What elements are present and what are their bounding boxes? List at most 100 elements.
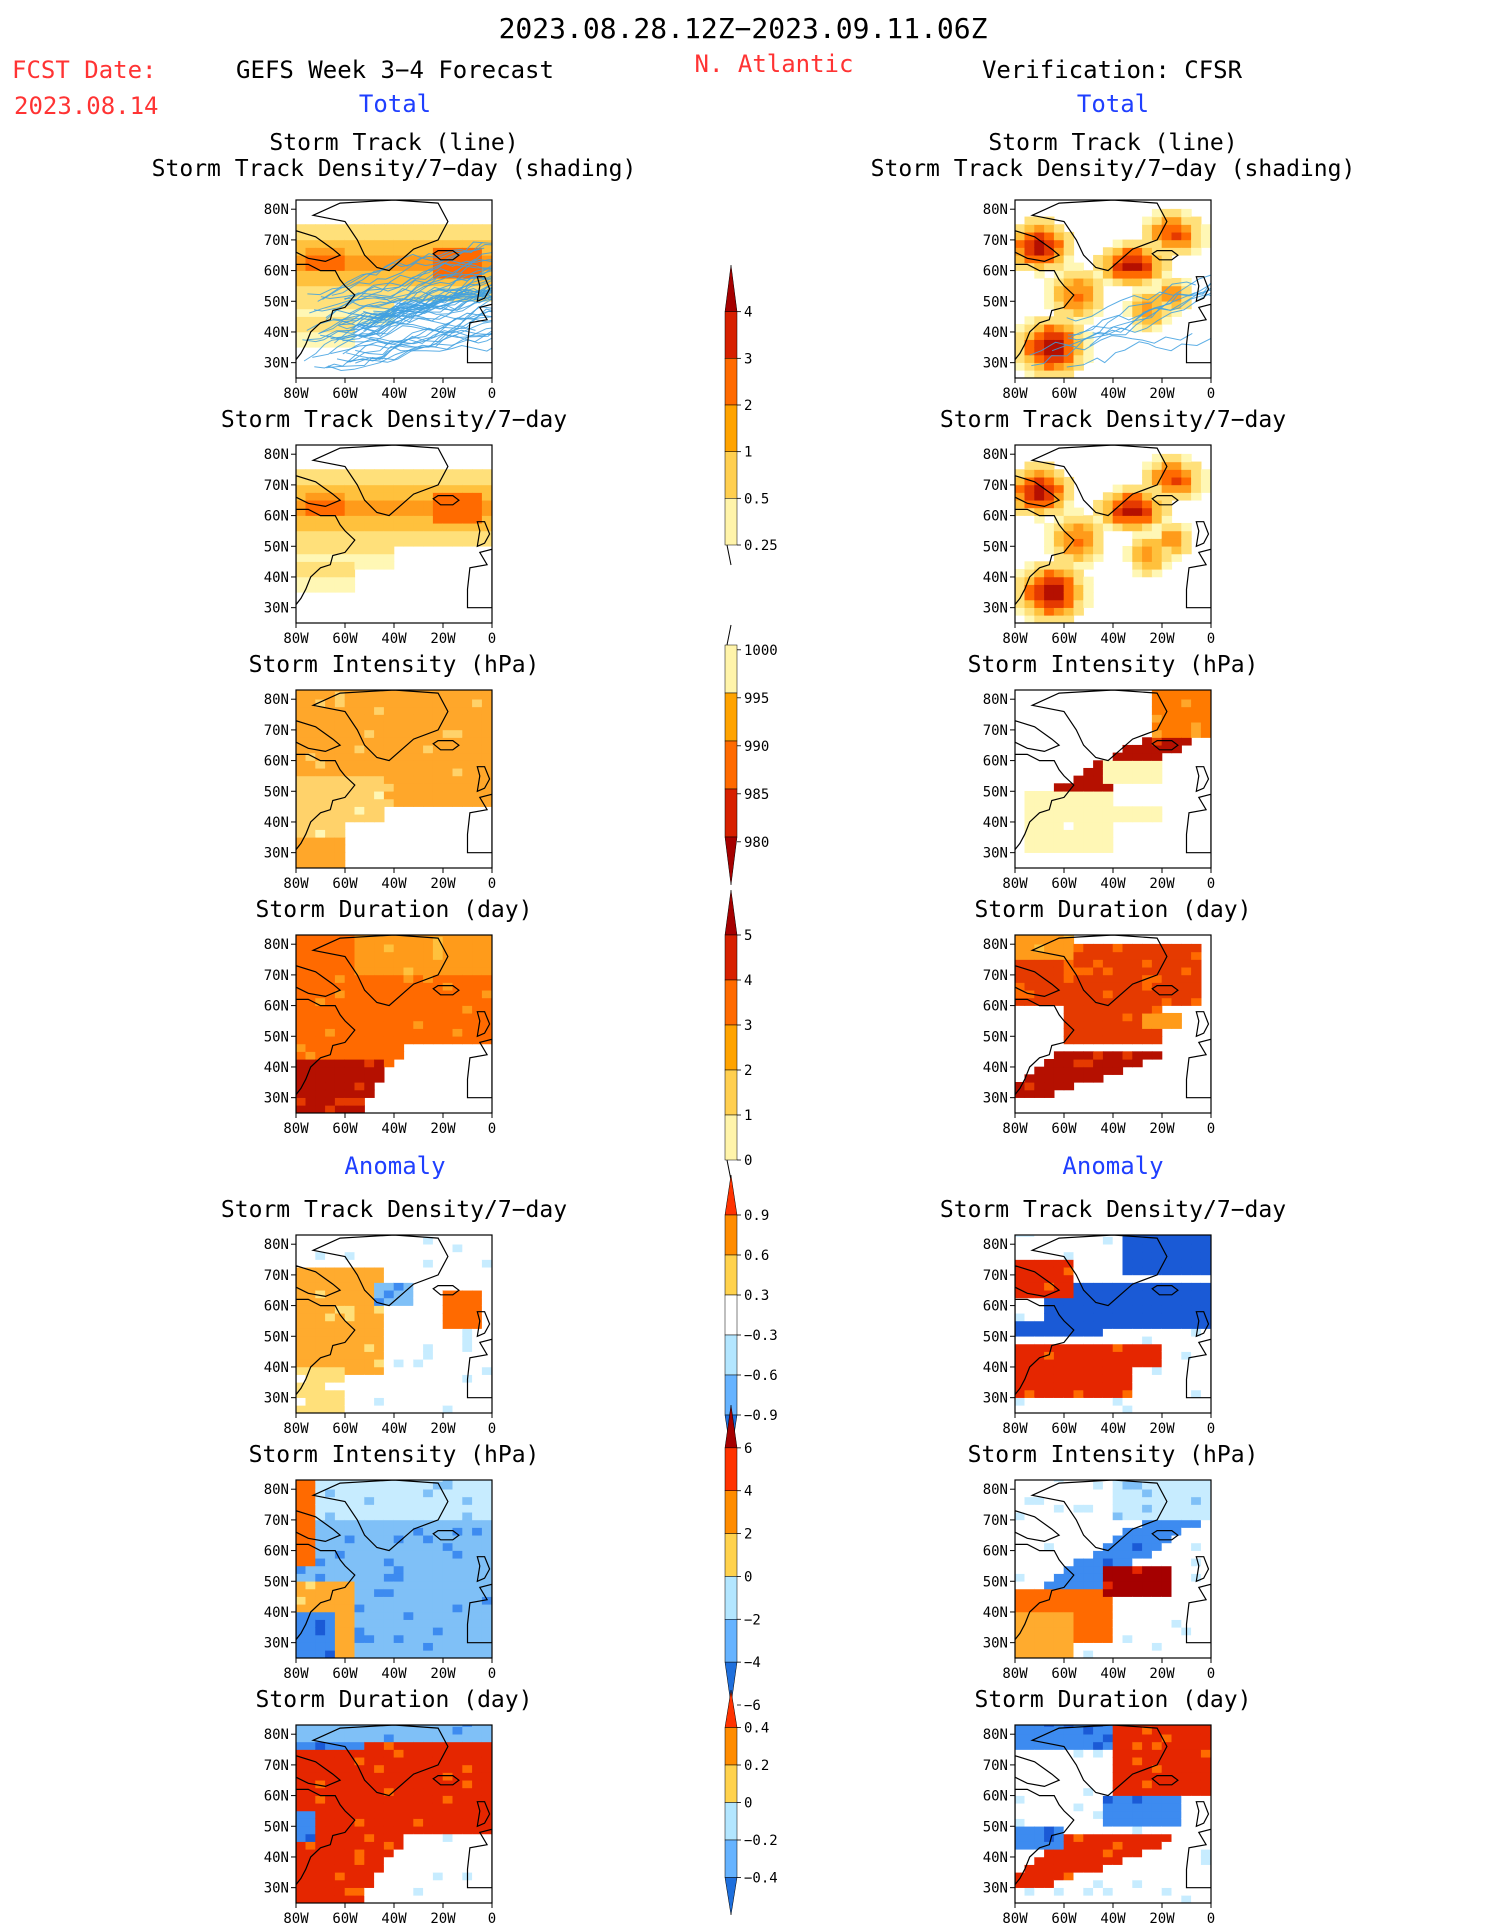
coastline — [1151, 495, 1179, 506]
heatmap-cell — [383, 1488, 395, 1498]
y-tick-label: 30N — [983, 846, 1008, 862]
heatmap-cell — [472, 798, 483, 807]
heatmap-cell — [1093, 1397, 1104, 1406]
heatmap-cell — [325, 729, 336, 738]
heatmap-field — [296, 1725, 492, 1903]
heatmap-cell — [1024, 1251, 1035, 1260]
heatmap-cell — [1034, 1519, 1045, 1528]
heatmap-cell — [481, 935, 492, 937]
heatmap-cell — [325, 553, 336, 562]
heatmap-cell — [364, 469, 375, 478]
x-tick-label: 0 — [488, 1666, 496, 1682]
heatmap-cell — [462, 721, 473, 731]
heatmap-cell — [315, 1305, 326, 1314]
heatmap-cell — [344, 1895, 356, 1903]
heatmap-cell — [1063, 1236, 1075, 1245]
heatmap-cell — [1132, 1542, 1143, 1551]
heatmap-cell — [1015, 1642, 1026, 1651]
heatmap-cell — [344, 1251, 356, 1260]
panel-title: Storm Track (line) — [988, 130, 1237, 156]
heatmap-cell — [1112, 1397, 1124, 1406]
heatmap-cell — [315, 1266, 326, 1276]
heatmap-cell — [1161, 277, 1173, 287]
heatmap-cell — [374, 1312, 385, 1322]
heatmap-cell — [1083, 1058, 1094, 1068]
heatmap-cell — [315, 1519, 326, 1528]
heatmap-cell — [1102, 1235, 1114, 1237]
heatmap-cell — [305, 331, 316, 340]
heatmap-cell — [432, 698, 444, 708]
heatmap-cell — [296, 1496, 307, 1505]
heatmap-cell — [364, 966, 375, 976]
heatmap-cell — [1112, 1266, 1124, 1276]
heatmap-cell — [413, 1872, 424, 1881]
y-tick-label: 80N — [983, 202, 1008, 218]
heatmap-cell — [481, 1235, 492, 1237]
heatmap-cell — [481, 1534, 492, 1544]
heatmap-cell — [481, 1603, 492, 1613]
heatmap-cell — [296, 316, 307, 325]
heatmap-cell — [1161, 1504, 1173, 1513]
heatmap-cell — [1053, 1351, 1065, 1360]
heatmap-cell — [1034, 339, 1045, 348]
heatmap-cell — [364, 499, 375, 509]
heatmap-cell — [364, 943, 375, 953]
heatmap-cell — [296, 1028, 307, 1037]
heatmap-cell — [1132, 1504, 1143, 1513]
heatmap-cell — [325, 1603, 336, 1613]
heatmap-cell — [1112, 1243, 1124, 1253]
heatmap-cell — [334, 829, 346, 838]
heatmap-cell — [403, 1389, 414, 1398]
heatmap-cell — [383, 1351, 395, 1360]
heatmap-cell — [1142, 951, 1153, 960]
heatmap-cell — [413, 224, 424, 233]
coastline — [466, 303, 492, 364]
heatmap-cell — [472, 239, 483, 248]
heatmap-cell — [1151, 943, 1163, 953]
heatmap-cell — [472, 1504, 483, 1513]
storm-track-line — [1067, 292, 1211, 341]
heatmap-cell — [1034, 1274, 1045, 1283]
heatmap-cell — [1151, 1312, 1163, 1322]
heatmap-cell — [472, 1650, 483, 1658]
heatmap-cell — [1063, 1266, 1075, 1276]
heatmap-cell — [1171, 1366, 1182, 1375]
heatmap-cell — [1034, 790, 1045, 800]
heatmap-cell — [1142, 561, 1153, 570]
heatmap-cell — [325, 1527, 336, 1536]
heatmap-cell — [383, 308, 395, 317]
heatmap-cell — [334, 561, 346, 570]
heatmap-cell — [1015, 1358, 1026, 1368]
heatmap-cell — [403, 1596, 414, 1605]
heatmap-cell — [383, 1266, 395, 1276]
heatmap-cell — [442, 1550, 454, 1559]
heatmap-cell — [1093, 844, 1104, 853]
heatmap-cell — [413, 1374, 424, 1383]
heatmap-cell — [325, 1496, 336, 1505]
heatmap-cell — [1142, 1565, 1153, 1574]
heatmap-cell — [472, 1028, 483, 1037]
heatmap-cell — [403, 1634, 414, 1643]
heatmap-cell — [305, 1259, 316, 1268]
heatmap-cell — [1151, 1634, 1163, 1643]
heatmap-cell — [1200, 1366, 1211, 1375]
heatmap-cell — [1073, 1305, 1084, 1314]
heatmap-cell — [296, 1588, 307, 1597]
heatmap-cell — [413, 1289, 424, 1299]
panel-title: Storm Track Density/7−day — [940, 1197, 1286, 1223]
heatmap-cell — [1191, 1274, 1202, 1283]
heatmap-cell — [462, 1351, 473, 1360]
heatmap-cell — [296, 553, 307, 562]
heatmap-cell — [1102, 247, 1114, 256]
heatmap-cell — [472, 1320, 483, 1329]
heatmap-cell — [354, 1841, 365, 1850]
heatmap-cell — [1073, 1312, 1084, 1322]
heatmap-cell — [1024, 1527, 1035, 1536]
heatmap-cell — [1171, 522, 1182, 532]
heatmap-cell — [305, 1012, 316, 1022]
heatmap-cell — [325, 270, 336, 279]
heatmap-cell — [334, 1043, 346, 1052]
heatmap-cell — [413, 277, 424, 287]
heatmap-cell — [296, 721, 307, 731]
heatmap-cell — [344, 744, 356, 754]
